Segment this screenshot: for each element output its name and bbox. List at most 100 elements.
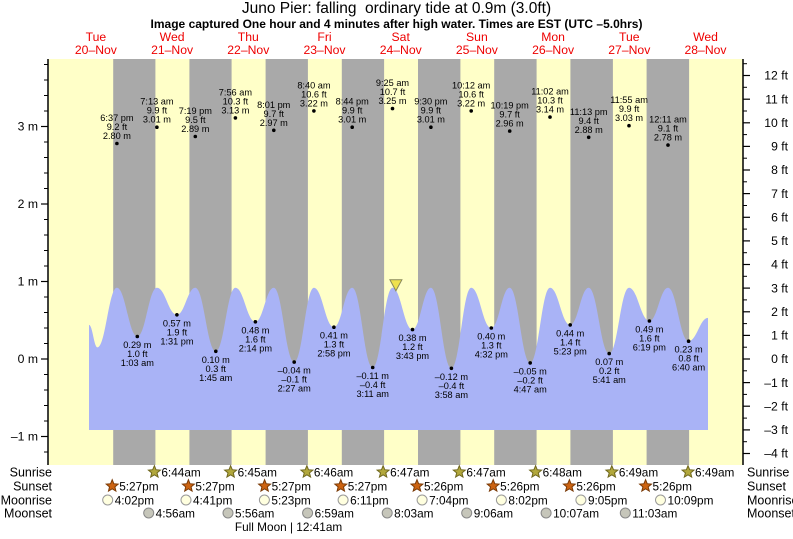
high-tide-time: 9:30 pm xyxy=(414,97,448,107)
moonset-time: 5:56am xyxy=(235,506,275,520)
high-tide-ft: 10.7 ft xyxy=(380,87,406,97)
low-tide-time: 5:41 am xyxy=(593,375,627,385)
sunset-star-icon xyxy=(333,478,349,493)
high-tide-ft: 9.9 ft xyxy=(342,106,363,116)
high-tide-time: 11:02 am xyxy=(531,87,569,97)
day-label-dow: Fri xyxy=(317,30,331,44)
sunrise-star-icon xyxy=(223,464,238,479)
high-tide-m: 2.97 m xyxy=(260,118,288,128)
low-tide-ft: –0.4 ft xyxy=(360,380,386,390)
sunrise-time: 6:48am xyxy=(543,465,583,479)
sunset-time: 5:27pm xyxy=(195,479,235,493)
high-tide-ft: 9.2 ft xyxy=(107,122,128,132)
right-axis-label: 7 ft xyxy=(771,187,789,201)
high-tide-m: 3.22 m xyxy=(300,98,328,108)
left-axis-label: –1 m xyxy=(11,430,38,444)
high-tide-ft: 9.1 ft xyxy=(658,124,679,134)
sunset-time: 5:27pm xyxy=(348,479,388,493)
high-tide-m: 3.13 m xyxy=(221,105,249,115)
day-label-date: 28–Nov xyxy=(684,43,727,57)
right-axis-label: –2 ft xyxy=(764,399,788,413)
high-tide-ft: 9.9 ft xyxy=(147,106,168,116)
tide-extremum-dot xyxy=(312,109,316,113)
moonset-circle-icon xyxy=(540,507,552,519)
low-tide-ft: 1.6 ft xyxy=(639,334,660,344)
sunrise-star-icon xyxy=(528,464,543,479)
low-tide-time: 5:23 pm xyxy=(554,346,588,356)
low-tide-m: 0.07 m xyxy=(595,357,623,367)
moonrise-time: 5:23pm xyxy=(271,493,311,507)
tide-extremum-dot xyxy=(627,123,631,128)
sunrise-time: 6:49am xyxy=(695,465,735,479)
low-tide-time: 1:31 pm xyxy=(160,336,194,346)
high-tide-time: 11:55 am xyxy=(610,95,648,105)
day-label-dow: Wed xyxy=(160,30,185,44)
tide-extremum-dot xyxy=(607,351,611,356)
tide-extremum-dot xyxy=(469,109,474,113)
day-label-date: 26–Nov xyxy=(532,43,575,57)
low-tide-time: 6:19 pm xyxy=(633,343,667,353)
tide-extremum-dot xyxy=(647,319,652,323)
tide-extremum-dot xyxy=(390,106,395,111)
moonrise-time: 6:11pm xyxy=(350,493,389,507)
right-axis-label: 9 ft xyxy=(771,140,789,154)
day-label-date: 24–Nov xyxy=(380,43,423,57)
moonrise-circle-icon xyxy=(495,494,507,506)
sunrise-star-icon xyxy=(299,464,315,479)
low-tide-ft: 1.3 ft xyxy=(481,341,502,351)
tide-extremum-dot xyxy=(292,360,297,364)
low-tide-m: 0.23 m xyxy=(675,345,703,355)
moonrise-time: 10:09pm xyxy=(668,493,714,507)
tide-extremum-dot xyxy=(233,116,238,120)
moonrise-circle-icon xyxy=(102,494,114,506)
moonrise-circle-icon xyxy=(180,494,192,506)
low-tide-m: 0.48 m xyxy=(241,325,269,335)
low-tide-m: 0.10 m xyxy=(202,355,230,365)
moonset-time: 4:56am xyxy=(156,506,196,520)
right-axis-label: –4 ft xyxy=(764,447,788,461)
high-tide-m: 3.25 m xyxy=(378,96,406,106)
low-tide-time: 3:11 am xyxy=(356,389,389,399)
chart-subtitle: Image captured One hour and 4 minutes af… xyxy=(150,17,643,31)
high-tide-m: 2.80 m xyxy=(103,131,131,141)
moonset-time: 11:03am xyxy=(632,506,677,520)
sunset-star-icon xyxy=(257,478,272,493)
moonset-circle-icon xyxy=(302,507,314,519)
high-tide-ft: 9.7 ft xyxy=(499,110,520,120)
low-tide-m: 0.49 m xyxy=(635,325,663,335)
low-tide-m: 0.29 m xyxy=(123,340,151,350)
right-axis-label: 4 ft xyxy=(771,258,789,272)
high-tide-m: 3.01 m xyxy=(143,115,171,125)
sunset-star-icon xyxy=(104,478,120,493)
moonset-circle-icon xyxy=(222,507,234,519)
low-tide-ft: 0.8 ft xyxy=(678,354,699,364)
low-tide-ft: –0.1 ft xyxy=(281,375,307,385)
day-label-dow: Wed xyxy=(693,30,718,44)
tide-extremum-dot xyxy=(568,323,572,327)
low-tide-m: –0.12 m xyxy=(435,372,469,382)
sunset-time: 5:26pm xyxy=(424,479,464,493)
right-axis-label: 8 ft xyxy=(771,163,789,177)
low-tide-ft: 0.3 ft xyxy=(206,364,227,374)
sunrise-time: 6:47am xyxy=(466,465,506,479)
moonset-time: 6:59am xyxy=(315,506,355,520)
sunrise-star-icon xyxy=(680,464,696,479)
right-axis-label: 11 ft xyxy=(765,92,788,106)
day-label-dow: Thu xyxy=(238,30,259,44)
tide-extremum-dot xyxy=(332,325,336,330)
high-tide-m: 3.01 m xyxy=(417,115,445,125)
astro-row-label-right: Moonrise xyxy=(747,493,793,507)
tide-extremum-dot xyxy=(586,135,591,140)
low-tide-time: 2:14 pm xyxy=(239,343,273,353)
tide-extremum-dot xyxy=(214,349,218,354)
sunrise-star-icon xyxy=(147,464,162,479)
moonrise-time: 4:41pm xyxy=(193,493,233,507)
right-axis-label: 3 ft xyxy=(771,281,789,295)
tide-extremum-dot xyxy=(253,320,258,324)
current-tide-marker xyxy=(389,279,403,292)
day-label-dow: Sun xyxy=(466,30,488,44)
day-label-dow: Tue xyxy=(619,30,640,44)
moonrise-circle-icon xyxy=(337,494,349,506)
moonrise-time: 4:02pm xyxy=(115,493,155,507)
